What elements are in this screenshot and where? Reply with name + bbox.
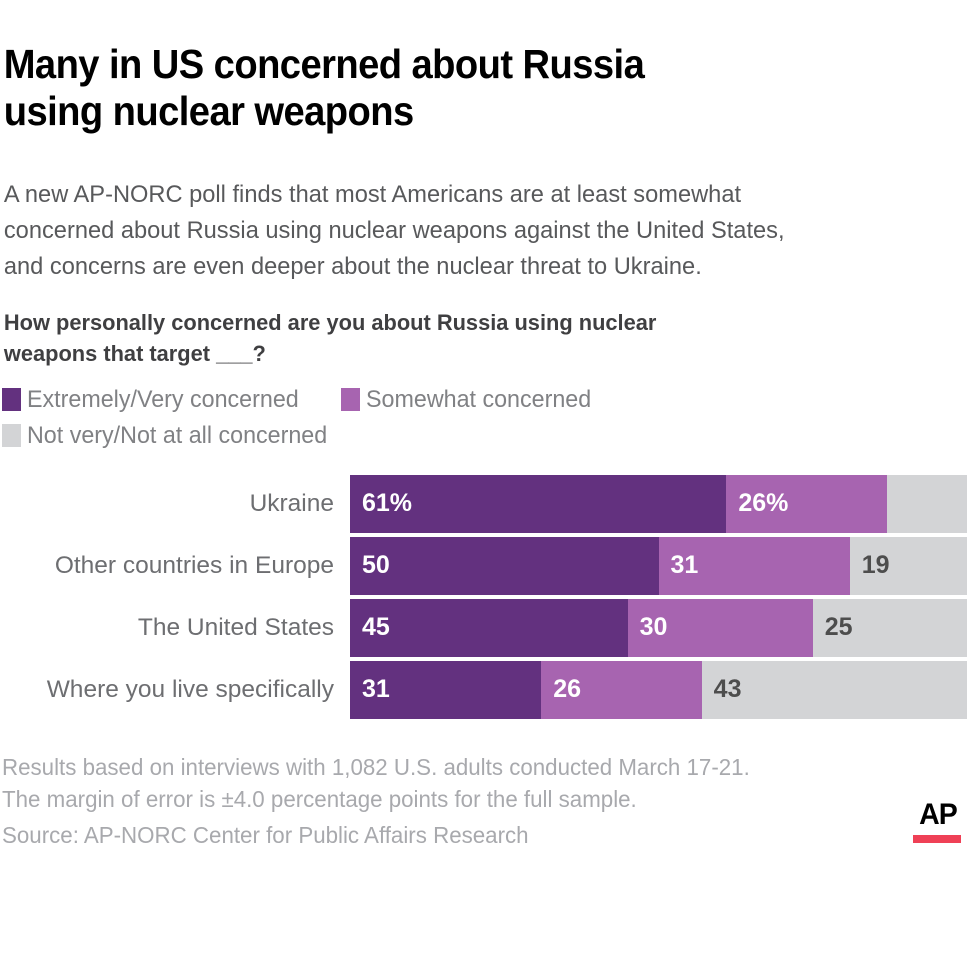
question-text: How personally concerned are you about R… <box>3 309 657 366</box>
chart-row-bars: 31 26 43 <box>350 660 967 719</box>
bar-segment-somewhat: 26 <box>541 660 702 719</box>
legend-item-not-very: Not very/Not at all concerned <box>2 421 336 449</box>
chart-row: Other countries in Europe 50 31 19 <box>0 536 967 595</box>
bar-segment-not-very: 43 <box>701 660 967 719</box>
legend-label: Somewhat concerned <box>366 385 592 413</box>
bar-segment-somewhat: 30 <box>627 598 813 657</box>
legend-row-2: Not very/Not at all concerned <box>2 421 967 451</box>
bar-segment-somewhat: 31 <box>658 536 850 595</box>
legend-swatch-icon <box>2 424 21 448</box>
ap-logo-text: AP <box>919 797 958 831</box>
legend-item-somewhat: Somewhat concerned <box>341 385 598 413</box>
legend-swatch-icon <box>2 388 21 412</box>
chart-legend: Extremely/Very concerned Somewhat concer… <box>0 369 967 451</box>
chart-row-bars: 45 30 25 <box>350 598 967 657</box>
stacked-bar-chart: Ukraine 61% 26% Other countries in Europ… <box>0 474 967 719</box>
page-title: Many in US concerned about Russia using … <box>3 41 645 135</box>
chart-row: Ukraine 61% 26% <box>0 474 967 533</box>
legend-item-extremely-very: Extremely/Very concerned <box>2 385 307 413</box>
legend-row-1: Extremely/Very concerned Somewhat concer… <box>2 385 967 415</box>
chart-row-label: Ukraine <box>249 489 334 517</box>
chart-row-bars: 50 31 19 <box>350 536 967 595</box>
bar-segment-somewhat: 26% <box>726 474 887 533</box>
chart-row-bars: 61% 26% <box>350 474 967 533</box>
ap-logo-bar-icon <box>913 834 961 843</box>
chart-row: The United States 45 30 25 <box>0 598 967 657</box>
chart-row-label: Where you live specifically <box>46 675 334 703</box>
ap-logo: AP <box>913 797 963 843</box>
infographic: Many in US concerned about Russia using … <box>0 27 967 974</box>
chart-footer: Results based on interviews with 1,082 U… <box>0 723 967 851</box>
chart-row-label: The United States <box>137 613 334 641</box>
bar-segment-not-very: 25 <box>812 598 967 657</box>
source-text: Source: AP-NORC Center for Public Affair… <box>2 821 529 848</box>
legend-swatch-icon <box>341 388 361 412</box>
bar-segment-extremely-very: 61% <box>350 474 727 533</box>
bar-segment-extremely-very: 50 <box>350 536 659 595</box>
bar-segment-extremely-very: 31 <box>350 660 542 719</box>
deck-text: A new AP-NORC poll finds that most Ameri… <box>3 180 785 280</box>
chart-row-label: Other countries in Europe <box>54 551 334 579</box>
bar-segment-not-very: 19 <box>849 536 967 595</box>
legend-label: Extremely/Very concerned <box>27 385 299 413</box>
bar-segment-extremely-very: 45 <box>350 598 628 657</box>
bar-segment-not-very <box>886 474 967 533</box>
legend-label: Not very/Not at all concerned <box>27 421 328 449</box>
footnote-text: Results based on interviews with 1,082 U… <box>2 753 750 812</box>
chart-row: Where you live specifically 31 26 43 <box>0 660 967 719</box>
